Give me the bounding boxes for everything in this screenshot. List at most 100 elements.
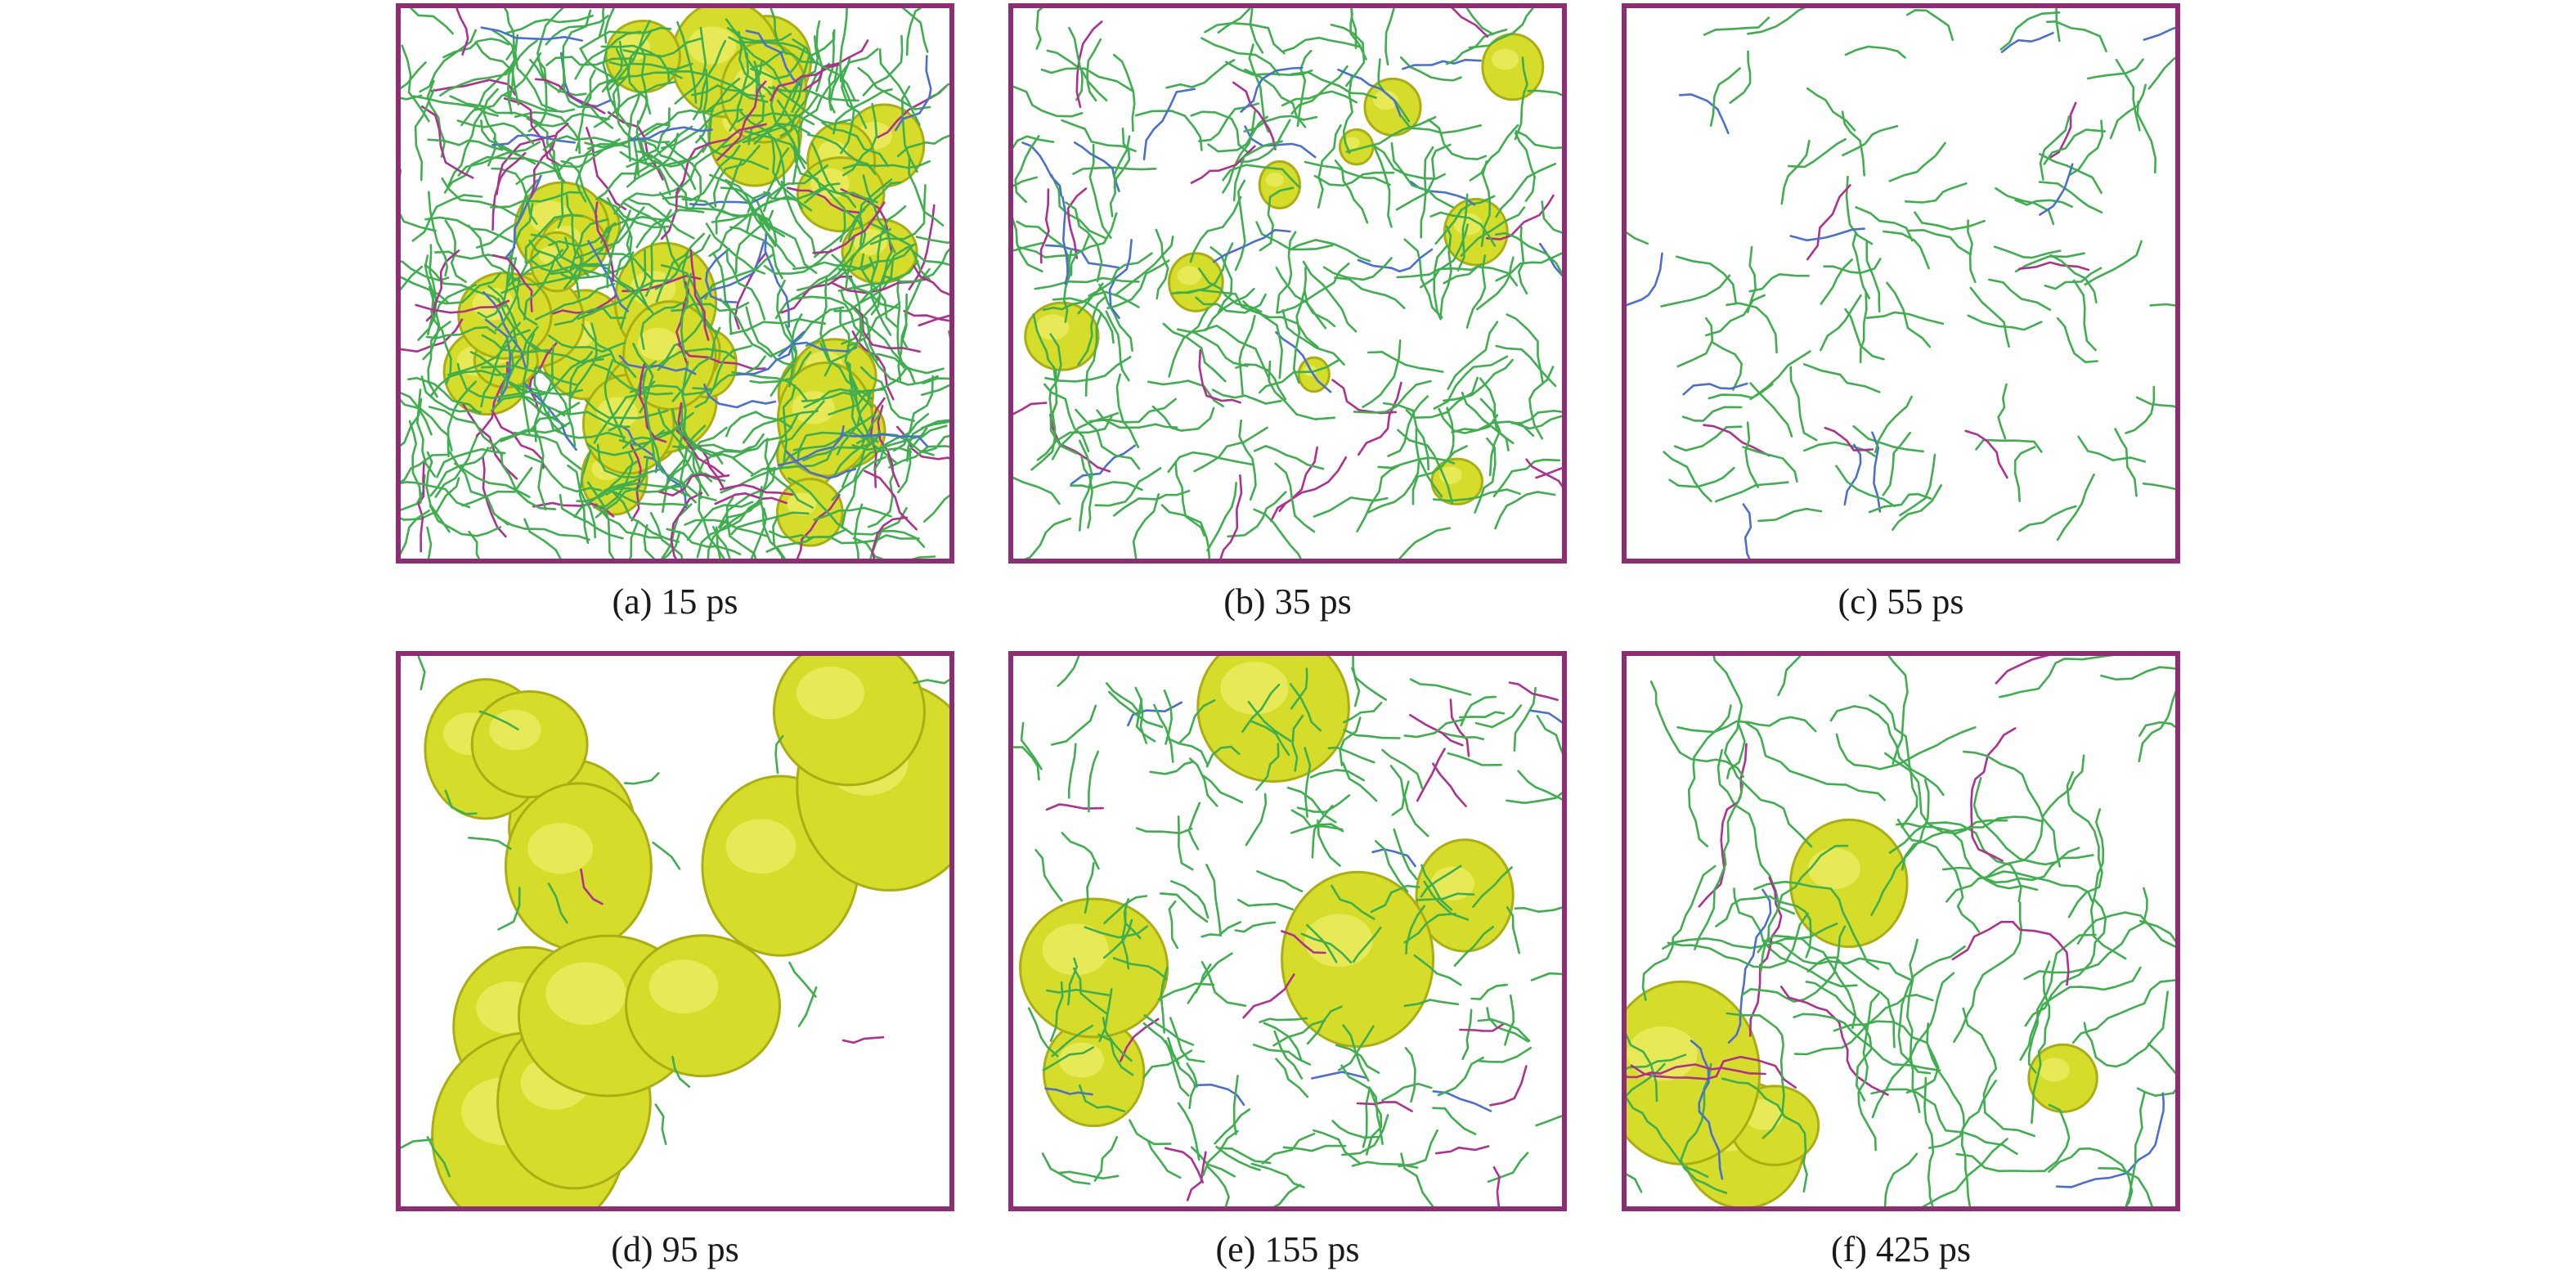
dislocation-line [2142, 482, 2177, 491]
dislocation-line [1075, 408, 1141, 470]
void-highlight [787, 492, 817, 516]
dislocation-line [832, 88, 893, 135]
dislocation-line [1088, 750, 1100, 813]
dislocation-line [442, 38, 510, 59]
dislocation-line [1106, 682, 1141, 715]
dislocation-line [1904, 182, 1968, 204]
dislocation-line [873, 412, 930, 471]
dislocation-line [1914, 211, 1986, 231]
dislocation-line [1874, 395, 1913, 454]
dislocation-line [1170, 880, 1209, 919]
dislocation-line [1387, 395, 1429, 457]
dislocation-line [482, 88, 499, 167]
dislocation-line [454, 462, 531, 499]
dislocation-line [788, 477, 854, 536]
dislocation-line [2124, 1091, 2146, 1208]
dislocation-line [1160, 504, 1211, 560]
dislocation-line [1178, 698, 1216, 743]
dislocation-line [482, 456, 507, 538]
dislocation-line [532, 427, 547, 511]
dislocation-line [1432, 488, 1521, 502]
dislocation-line [1892, 483, 1943, 531]
dislocation-line [805, 294, 882, 348]
dislocation-line [840, 433, 929, 447]
dislocation-line [686, 501, 754, 541]
dislocation-line [1159, 892, 1209, 923]
dislocation-line [1715, 481, 1789, 503]
dislocation-line [1413, 954, 1462, 986]
dislocation-line [1365, 1103, 1383, 1156]
dislocation-line [1304, 747, 1312, 818]
dislocation-line [1240, 66, 1304, 113]
dislocation-line [1217, 7, 1252, 34]
dislocation-line [578, 449, 592, 545]
dislocation-line [1852, 424, 1924, 453]
dislocation-line [832, 414, 881, 478]
dislocation-line [696, 499, 763, 559]
dislocation-line [1663, 451, 1712, 503]
dislocation-line [852, 537, 936, 560]
dislocation-line [729, 226, 783, 280]
void-highlight [1430, 866, 1474, 900]
dislocation-line [1198, 348, 1241, 404]
dislocation-line [1112, 957, 1168, 980]
dislocation-line [1113, 128, 1131, 189]
dislocation-line [594, 201, 614, 282]
dislocation-line [514, 111, 581, 152]
dislocation-line [1080, 456, 1093, 529]
dislocation-line [1433, 245, 1448, 321]
dislocation-line [550, 263, 634, 290]
dislocation-line [1423, 880, 1470, 921]
dislocation-line [806, 169, 846, 243]
dislocation-line [500, 451, 557, 510]
panel-caption: (f) 425 ps [1831, 1229, 1971, 1269]
dislocation-line [627, 519, 640, 560]
dislocation-line [484, 318, 512, 402]
dislocation-line [2023, 887, 2148, 981]
dislocation-line [869, 353, 945, 375]
dislocation-line [1136, 827, 1193, 835]
dislocation-line [660, 162, 689, 240]
dislocation-line [1384, 7, 1396, 66]
dislocation-line [1020, 517, 1072, 560]
dislocation-line [733, 412, 800, 459]
dislocation-line [528, 239, 581, 299]
dislocation-line [1727, 888, 1772, 1044]
dislocation-line [725, 249, 766, 321]
dislocation-line [2076, 911, 2177, 950]
dislocation-line [401, 44, 430, 123]
dislocation-line [1398, 1129, 1438, 1168]
dislocation-line [658, 474, 730, 497]
dislocation-line [1249, 720, 1290, 757]
dislocation-line [1032, 313, 1057, 380]
dislocation-line [1042, 282, 1104, 312]
dislocation-line [1960, 1080, 1997, 1208]
dislocation-line [2027, 933, 2097, 1074]
dislocation-line [1249, 7, 1264, 54]
dislocation-line [1682, 382, 1748, 396]
dislocation-line [824, 305, 864, 377]
dislocation-line [1869, 694, 1919, 829]
dislocation-line [524, 213, 584, 264]
dislocation-line [1970, 727, 2017, 862]
dislocation-line [1845, 175, 1874, 245]
dislocation-line [1362, 1087, 1371, 1148]
dislocation-line [622, 422, 685, 450]
dislocation-line [579, 47, 621, 113]
dislocation-line [1078, 439, 1093, 532]
dislocation-line [695, 68, 709, 144]
void-highlight [1491, 48, 1519, 70]
dislocation-line [1511, 414, 1564, 430]
dislocation-line [1335, 1044, 1380, 1074]
dislocation-line [897, 424, 948, 494]
dislocation-line [779, 62, 831, 137]
dislocation-line [1474, 704, 1523, 729]
dislocation-line [911, 249, 951, 267]
dislocation-line [1492, 458, 1561, 498]
dislocation-line [1995, 187, 2055, 226]
dislocation-line [752, 50, 819, 69]
dislocation-line [497, 887, 521, 931]
dislocation-line [1432, 762, 1467, 807]
dislocation-line [1489, 1065, 1528, 1107]
